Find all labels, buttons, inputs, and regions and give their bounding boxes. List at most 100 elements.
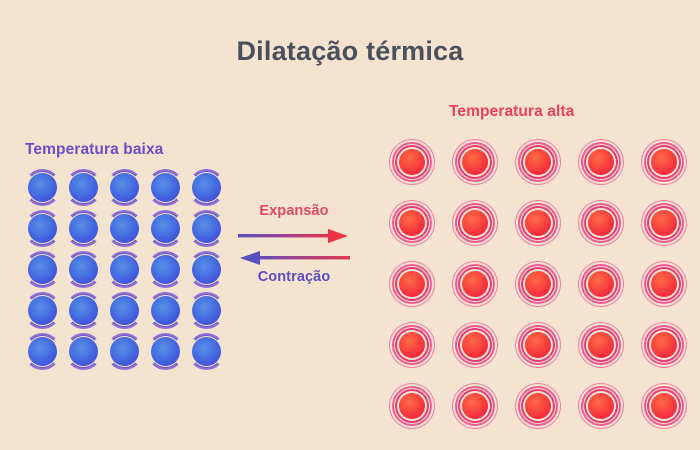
atom-halo-ring-icon [67, 294, 100, 327]
atom-halo-ring-icon [24, 333, 61, 370]
vibration-arc-icon [520, 144, 555, 179]
atom-halo-ring-icon [108, 212, 141, 245]
atom-core [461, 270, 488, 297]
vibration-arc-icon [583, 144, 618, 179]
atom-halo-ring-icon [65, 251, 102, 288]
atom-halo-ring-icon [106, 333, 143, 370]
hot-lattice-atom [380, 375, 443, 436]
vibration-arc-icon [451, 260, 498, 307]
vibration-arc-icon [640, 199, 687, 246]
atom-halo-ring-icon [190, 253, 223, 286]
atom-core [587, 331, 614, 358]
atom-halo-ring-icon [149, 171, 182, 204]
vibration-arc-icon [580, 385, 621, 426]
expansion-label: Expansão [259, 203, 329, 219]
cold-lattice-atom [104, 331, 145, 372]
vibration-arc-icon [640, 382, 687, 429]
atom-core [461, 331, 488, 358]
vibration-arc-icon [514, 260, 561, 307]
vibration-arc-icon [454, 385, 495, 426]
vibration-arc-icon [454, 202, 495, 243]
atom-core [110, 255, 139, 284]
cold-atom-lattice [22, 167, 227, 372]
atom-core [192, 255, 221, 284]
atom-halo-ring-icon [149, 212, 182, 245]
hot-lattice-atom [506, 375, 569, 436]
atom-halo-ring-icon [147, 169, 184, 206]
atom-halo-ring-icon [188, 251, 225, 288]
atom-core [69, 214, 98, 243]
vibration-arc-icon [451, 138, 498, 185]
atom-halo-ring-icon [108, 335, 141, 368]
atom-core [192, 337, 221, 366]
vibration-arc-icon [391, 263, 432, 304]
atom-halo-ring-icon [190, 212, 223, 245]
cold-cluster-label: Temperatura baixa [25, 141, 164, 158]
hot-lattice-atom [380, 314, 443, 375]
vibration-arc-icon [577, 321, 624, 368]
hot-lattice-atom [443, 375, 506, 436]
atom-core [28, 214, 57, 243]
vibration-arc-icon [640, 138, 687, 185]
vibration-arc-icon [577, 138, 624, 185]
hot-lattice-atom [380, 192, 443, 253]
hot-lattice-atom [569, 253, 632, 314]
vibration-arc-icon [643, 141, 684, 182]
hot-lattice-atom [443, 131, 506, 192]
vibration-arc-icon [451, 199, 498, 246]
vibration-arc-icon [454, 324, 495, 365]
hot-lattice-atom [443, 253, 506, 314]
atom-core [110, 337, 139, 366]
hot-lattice-atom [443, 314, 506, 375]
atom-halo-ring-icon [24, 210, 61, 247]
vibration-arc-icon [457, 266, 492, 301]
cold-lattice-atom [145, 167, 186, 208]
atom-core [650, 331, 677, 358]
atom-core [398, 270, 425, 297]
cold-lattice-atom [145, 249, 186, 290]
atom-core [28, 255, 57, 284]
hot-lattice-atom [443, 192, 506, 253]
cold-lattice-atom [63, 290, 104, 331]
vibration-arc-icon [391, 202, 432, 243]
atom-core [69, 255, 98, 284]
vibration-arc-icon [457, 144, 492, 179]
hot-lattice-atom [632, 253, 695, 314]
transition-arrows: Expansão Contra [238, 203, 350, 291]
contraction-arrow-icon [240, 251, 350, 265]
vibration-arc-icon [520, 205, 555, 240]
vibration-arc-icon [580, 263, 621, 304]
hot-atom-lattice [380, 131, 695, 436]
vibration-arc-icon [394, 205, 429, 240]
atom-halo-ring-icon [65, 292, 102, 329]
cold-lattice-atom [104, 208, 145, 249]
vibration-arc-icon [640, 260, 687, 307]
atom-halo-ring-icon [188, 169, 225, 206]
atom-core [28, 173, 57, 202]
cold-lattice-atom [63, 167, 104, 208]
vibration-arc-icon [517, 324, 558, 365]
vibration-arc-icon [643, 263, 684, 304]
hot-cluster-label: Temperatura alta [449, 103, 575, 120]
vibration-arc-icon [514, 382, 561, 429]
hot-lattice-atom [632, 375, 695, 436]
vibration-arc-icon [640, 321, 687, 368]
vibration-arc-icon [643, 324, 684, 365]
atom-core [398, 148, 425, 175]
atom-core [28, 337, 57, 366]
atom-core [192, 296, 221, 325]
vibration-arc-icon [454, 141, 495, 182]
atom-core [110, 173, 139, 202]
atom-core [461, 392, 488, 419]
atom-core [524, 209, 551, 236]
atom-halo-ring-icon [190, 294, 223, 327]
atom-halo-ring-icon [26, 294, 59, 327]
hot-lattice-atom [632, 192, 695, 253]
vibration-arc-icon [517, 263, 558, 304]
vibration-arc-icon [580, 141, 621, 182]
vibration-arc-icon [646, 266, 681, 301]
hot-lattice-atom [569, 192, 632, 253]
atom-core [587, 392, 614, 419]
atom-core [398, 392, 425, 419]
hot-lattice-atom [380, 131, 443, 192]
